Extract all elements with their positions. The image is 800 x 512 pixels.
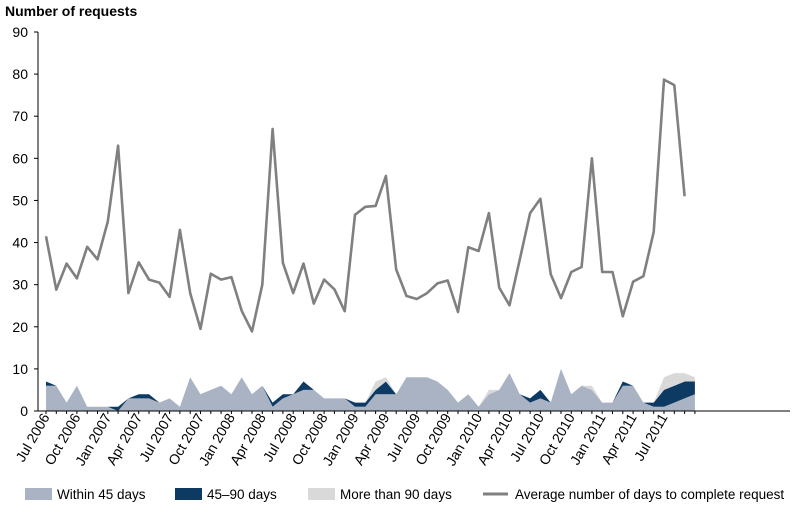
legend-swatch [308,488,335,500]
axes [37,32,790,412]
y-tick-label: 20 [12,319,28,335]
legend-label: 45–90 days [207,487,277,502]
legend-swatch [25,488,52,500]
y-tick-label: 50 [12,192,28,208]
y-ticks: 0 10 20 30 40 50 60 70 80 90 [12,24,38,419]
legend-label: More than 90 days [340,487,452,502]
y-tick-label: 0 [20,403,28,419]
legend-label: Within 45 days [57,487,146,502]
stacked-areas [46,368,695,411]
y-tick-label: 30 [12,277,28,293]
area-series-within-45-days [46,368,695,411]
area-series-45-90-days [46,368,695,411]
y-tick-label: 60 [12,150,28,166]
legend-swatch [175,488,202,500]
legend-label: Average number of days to complete reque… [515,487,784,502]
y-tick-label: 10 [12,361,28,377]
y-tick-label: 70 [12,108,28,124]
legend: Within 45 days 45–90 days More than 90 day… [25,487,784,502]
line-series-average-days [44,78,686,333]
y-axis-title: Number of requests [5,3,137,19]
y-tick-label: 80 [12,66,28,82]
line-layer [44,78,686,333]
y-tick-label: 90 [12,24,28,40]
y-tick-label: 40 [12,235,28,251]
